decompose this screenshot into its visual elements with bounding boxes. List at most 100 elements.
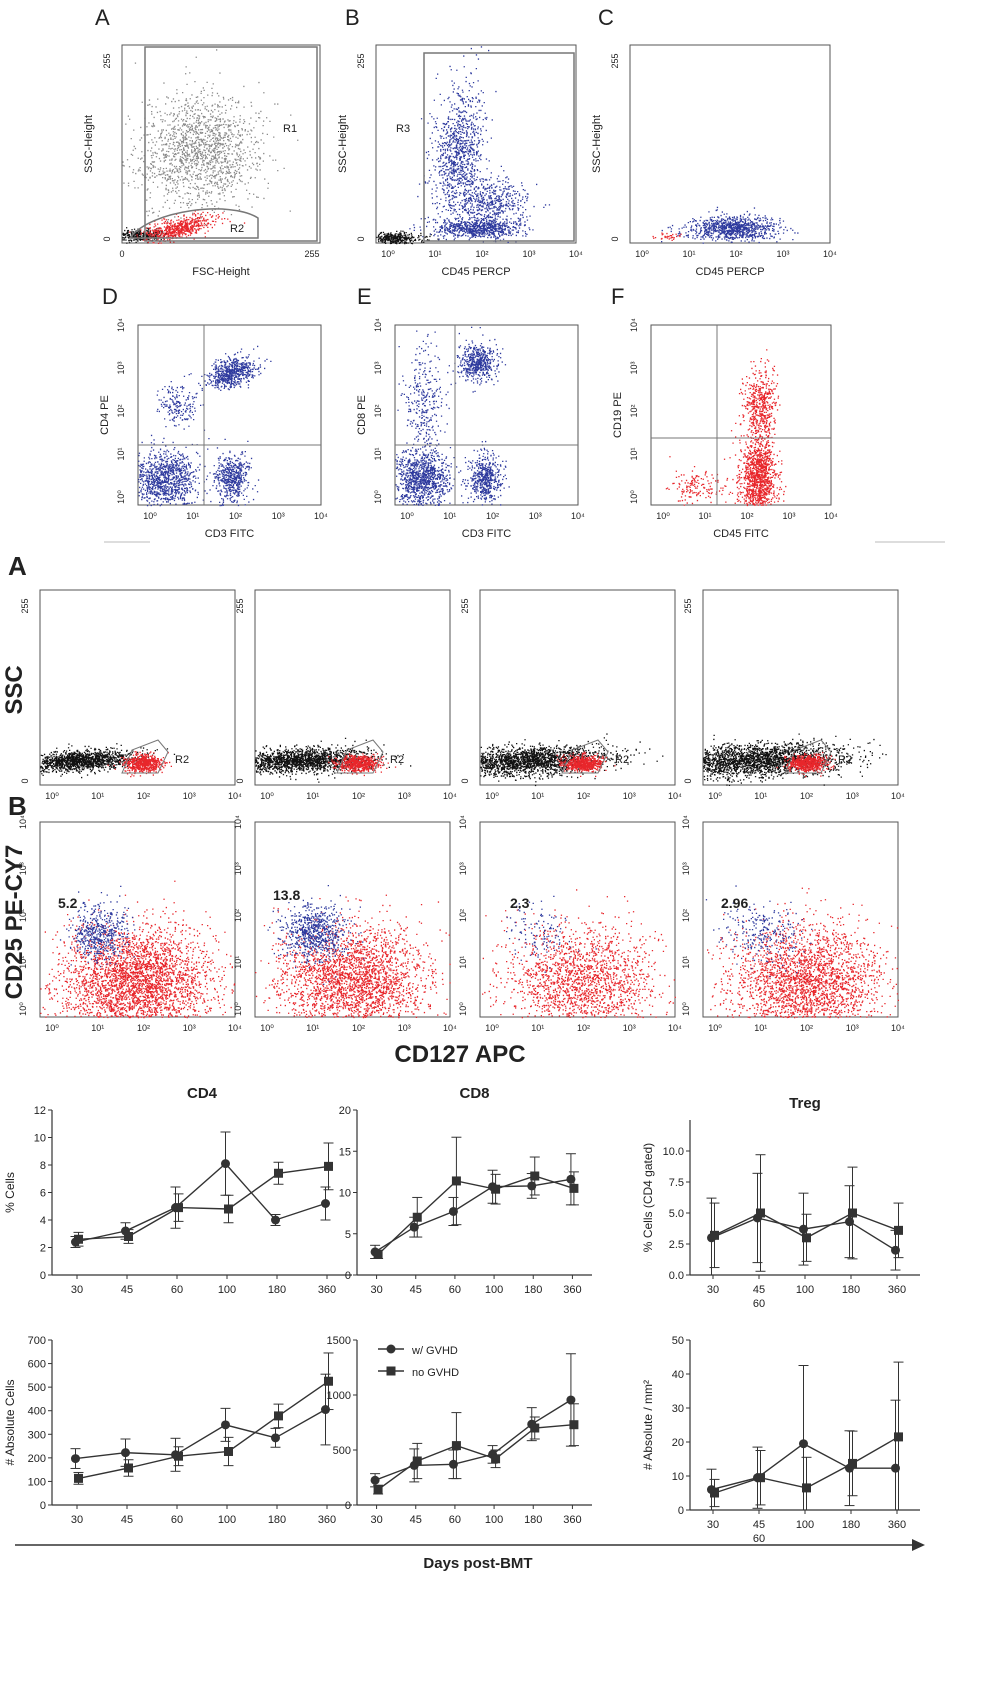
fig1-panel-f-xtick: 10¹ <box>698 511 711 521</box>
data-point-square <box>802 1483 811 1492</box>
fig2-cd25-panel-ytick: 10³ <box>18 862 28 875</box>
line-chart-3-title: Treg <box>789 1095 821 1112</box>
data-point-square <box>374 1250 383 1259</box>
data-point-square <box>274 1169 283 1178</box>
fig1-panel-f-letter: F <box>611 284 624 309</box>
fig2-cd25-panel-xtick: 10¹ <box>754 1023 767 1033</box>
fig1-panel-e-ytick: 10⁴ <box>373 318 383 332</box>
event-cloud <box>666 456 731 506</box>
plot-frame <box>376 45 576 243</box>
legend-square-marker <box>387 1367 396 1376</box>
fig2-ssc-panel-xtick: 10² <box>577 791 590 801</box>
fig1-panel-d-ytick: 10⁰ <box>116 490 126 504</box>
fig2-cd25-panel-xtick: 10⁴ <box>891 1023 905 1033</box>
data-point-square <box>710 1231 719 1240</box>
line-chart-3-xtick: 180 <box>842 1284 860 1296</box>
line-chart-1-xtick: 100 <box>218 1284 236 1296</box>
data-point-square <box>848 1209 857 1218</box>
line-chart-5-ytick: 0 <box>345 1500 351 1512</box>
line-chart-6-ytick: 50 <box>672 1335 684 1347</box>
fig1-panel-d-ytick: 10⁴ <box>116 318 126 332</box>
fig1-panel-e <box>395 325 578 506</box>
fig2-ssc-ytick: 255 <box>235 598 245 613</box>
data-point-square <box>74 1235 83 1244</box>
days-post-bmt-label: Days post-BMT <box>423 1555 532 1572</box>
fig1-panel-f <box>651 325 831 506</box>
data-point-square <box>710 1489 719 1498</box>
event-cloud <box>157 376 206 431</box>
line-chart-2-xtick: 60 <box>449 1284 461 1296</box>
fig2-cd25-panel-xtick: 10³ <box>846 1023 859 1033</box>
line-chart-1-xtick: 30 <box>71 1284 83 1296</box>
fig2-cd25-panel-ytick: 10¹ <box>233 956 243 969</box>
fig1-panel-c-xtick: 10⁴ <box>823 249 837 259</box>
fig2-ssc-panel-xtick: 10² <box>352 791 365 801</box>
data-point-circle <box>221 1420 230 1429</box>
line-chart-4-ytick: 100 <box>28 1476 46 1488</box>
event-cloud <box>255 895 451 1019</box>
line-chart-2-xtick: 180 <box>524 1284 542 1296</box>
fig2-cd25-panel-xtick: 10³ <box>623 1023 636 1033</box>
fig2-cd25-panel-xtick: 10² <box>800 1023 813 1033</box>
event-cloud <box>653 233 682 242</box>
event-cloud <box>138 435 219 507</box>
fig1-panel-e-letter: E <box>357 284 372 309</box>
fig2-cd25-panel-ytick: 10⁴ <box>18 815 28 829</box>
line-chart-6-xtick: 30 <box>707 1519 719 1531</box>
fig1-panel-c-ylabel: SSC-Height <box>591 115 603 173</box>
line-chart-4-xtick: 360 <box>318 1514 336 1526</box>
fig2-ssc-panel-xtick: 10⁴ <box>228 791 242 801</box>
fig1-panel-f-xtick: 10⁰ <box>656 511 670 521</box>
fig2-ssc-panel <box>255 590 450 785</box>
data-point-square <box>848 1459 857 1468</box>
line-chart-2-ytick: 15 <box>339 1146 351 1158</box>
fig2-cd25-panel-ytick: 10² <box>458 909 468 922</box>
fig2-ssc-panel-xtick: 10³ <box>183 791 196 801</box>
line-chart-4-ytick: 400 <box>28 1406 46 1418</box>
fig1-panel-c-ytick: 255 <box>610 53 620 68</box>
fig1-panel-a-xtick: 255 <box>304 249 319 259</box>
fig1-panel-c-xtick: 10⁰ <box>635 249 649 259</box>
fig1-panel-b-xtick: 10¹ <box>428 249 441 259</box>
fig2-cd25-panel-xtick: 10¹ <box>306 1023 319 1033</box>
fig2-ssc-panel-xtick: 10² <box>137 791 150 801</box>
event-cloud <box>376 231 438 245</box>
fig1-panel-b-ytick: 255 <box>356 53 366 68</box>
fig2-cd25-panel <box>40 822 235 1018</box>
fig2-ssc-panel-xtick: 10⁰ <box>45 791 59 801</box>
data-point-circle <box>321 1199 330 1208</box>
fig1-panel-a-letter: A <box>95 5 110 30</box>
fig2-treg-percentage: 13.8 <box>273 887 300 903</box>
fig2-cd25-panel-ytick: 10¹ <box>458 956 468 969</box>
time-arrow-head <box>912 1539 925 1551</box>
fig1-panel-d-ytick: 10¹ <box>116 447 126 460</box>
data-point-square <box>74 1474 83 1483</box>
series-line <box>378 1425 574 1490</box>
line-chart-1-ytick: 6 <box>40 1188 46 1200</box>
line-chart-3: 30 45 60 100 180 360 <box>686 1120 920 1310</box>
fig1-panel-c-xtick: 10² <box>729 249 742 259</box>
data-point-square <box>224 1205 233 1214</box>
fig2-cd25-panel-xtick: 10⁰ <box>485 1023 499 1033</box>
fig2-ssc-panel-xtick: 10¹ <box>531 791 544 801</box>
event-cloud <box>206 439 259 507</box>
fig2-cd25-panel-xtick: 10⁴ <box>228 1023 242 1033</box>
fig1-panel-a-xlabel: FSC-Height <box>192 266 249 278</box>
fig2-cd25-panel-xtick: 10² <box>352 1023 365 1033</box>
fig2-ssc-panel-xtick: 10⁴ <box>891 791 905 801</box>
data-point-circle <box>799 1439 808 1448</box>
line-chart-5-ytick: 500 <box>333 1445 351 1457</box>
line-chart-6-xtick: 100 <box>796 1519 814 1531</box>
fig2-ssc-panel-xtick: 10¹ <box>91 791 104 801</box>
data-point-circle <box>71 1454 80 1463</box>
legend <box>378 1345 404 1376</box>
fig1-panel-e-ylabel: CD8 PE <box>356 395 368 435</box>
data-point-square <box>530 1172 539 1181</box>
fig2-cd25-panel <box>255 822 451 1018</box>
fig1-panel-d-ylabel: CD4 PE <box>99 395 111 435</box>
fig2-cd25-panel-ytick: 10⁰ <box>18 1002 28 1016</box>
fig2-ssc-ytick: 0 <box>235 778 245 783</box>
fig2-cd25-panel-xtick: 10² <box>137 1023 150 1033</box>
fig1-panel-e-xtick: 10⁰ <box>400 511 414 521</box>
fig1-panel-a-ylabel: SSC-Height <box>83 115 95 173</box>
